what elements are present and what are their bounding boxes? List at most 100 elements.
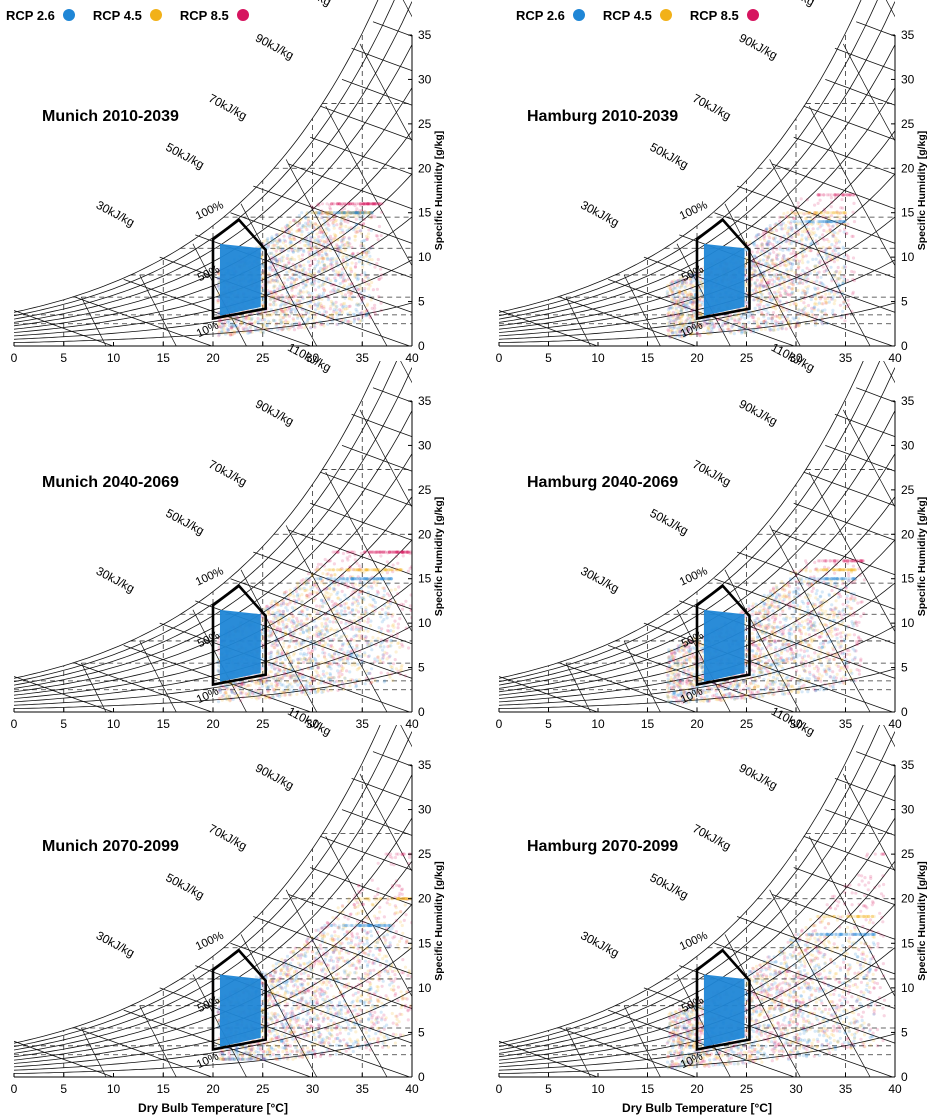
- enthalpy-label: 110kJ/kg: [285, 0, 333, 9]
- legend-marker-rcp85: [236, 9, 249, 21]
- data-point: [690, 295, 694, 299]
- data-point: [789, 261, 793, 265]
- data-point: [286, 320, 290, 324]
- data-point: [246, 323, 250, 327]
- data-point: [315, 238, 320, 242]
- data-point: [325, 211, 329, 216]
- data-point: [323, 263, 327, 267]
- data-point: [760, 295, 764, 299]
- data-point: [324, 267, 328, 272]
- data-point: [670, 280, 674, 284]
- data-point: [318, 239, 322, 243]
- data-point: [256, 320, 260, 324]
- data-point: [233, 330, 237, 334]
- data-point: [737, 329, 741, 333]
- data-point: [336, 238, 340, 242]
- data-point: [314, 245, 318, 249]
- data-point: [773, 263, 778, 267]
- data-point: [369, 211, 374, 215]
- data-point: [321, 267, 325, 272]
- data-point: [292, 218, 296, 222]
- data-point: [765, 281, 770, 285]
- data-point: [851, 292, 855, 296]
- data-point: [818, 220, 822, 224]
- data-point: [278, 284, 282, 288]
- data-point: [370, 280, 374, 285]
- data-point: [349, 253, 353, 257]
- data-point: [307, 217, 311, 221]
- data-point: [330, 211, 334, 215]
- data-point: [298, 292, 302, 296]
- data-point: [272, 280, 277, 284]
- data-point: [832, 274, 836, 278]
- data-point: [289, 233, 293, 237]
- data-point: [301, 253, 305, 257]
- data-point: [330, 246, 334, 250]
- data-point: [836, 277, 840, 281]
- data-point: [682, 303, 686, 307]
- data-point: [266, 237, 270, 241]
- data-point: [311, 310, 316, 315]
- data-point: [290, 283, 294, 287]
- data-point: [270, 295, 275, 299]
- data-point: [845, 193, 849, 197]
- data-point: [811, 294, 815, 298]
- data-point: [276, 295, 280, 299]
- data-point: [344, 307, 348, 311]
- data-point: [794, 304, 798, 308]
- data-point: [401, 554, 405, 558]
- data-point: [806, 315, 810, 319]
- data-point: [368, 211, 372, 215]
- data-point: [304, 311, 308, 315]
- data-point: [333, 236, 337, 240]
- data-point: [671, 310, 676, 314]
- data-point: [328, 207, 333, 211]
- data-point: [772, 237, 776, 241]
- data-point: [260, 254, 264, 258]
- data-point: [320, 322, 324, 326]
- data-point: [327, 211, 331, 215]
- data-point: [305, 290, 309, 294]
- data-point: [763, 231, 767, 235]
- data-point: [261, 270, 265, 274]
- data-point: [342, 284, 346, 288]
- data-point: [335, 211, 339, 215]
- data-point: [367, 211, 371, 215]
- data-point: [799, 197, 803, 201]
- data-point: [363, 271, 367, 275]
- data-point: [348, 296, 352, 300]
- data-point: [261, 331, 265, 335]
- data-point: [779, 222, 783, 226]
- data-point: [675, 314, 680, 318]
- data-point: [672, 297, 676, 301]
- data-point: [322, 289, 327, 293]
- x-tick-label: 15: [641, 351, 655, 365]
- data-point: [690, 300, 695, 304]
- data-point: [288, 326, 292, 330]
- data-point: [317, 202, 321, 206]
- data-point: [301, 224, 305, 228]
- data-point: [359, 252, 363, 256]
- data-point: [217, 331, 221, 335]
- data-point: [680, 282, 685, 286]
- data-point: [291, 294, 295, 299]
- x-tick-label: 40: [888, 351, 902, 365]
- data-point: [674, 300, 678, 304]
- data-point: [782, 263, 786, 267]
- data-point: [322, 264, 326, 268]
- data-point: [271, 257, 275, 261]
- data-point: [802, 289, 806, 293]
- data-point: [314, 245, 318, 249]
- data-point: [354, 222, 358, 227]
- data-point: [827, 246, 832, 250]
- data-point: [308, 248, 312, 252]
- data-point: [762, 249, 767, 253]
- data-point: [308, 277, 313, 281]
- data-point: [330, 237, 334, 241]
- data-point: [765, 268, 769, 272]
- data-point: [771, 262, 775, 266]
- data-point: [320, 211, 324, 215]
- data-point: [282, 324, 286, 328]
- data-point: [675, 290, 679, 294]
- data-point: [833, 312, 837, 317]
